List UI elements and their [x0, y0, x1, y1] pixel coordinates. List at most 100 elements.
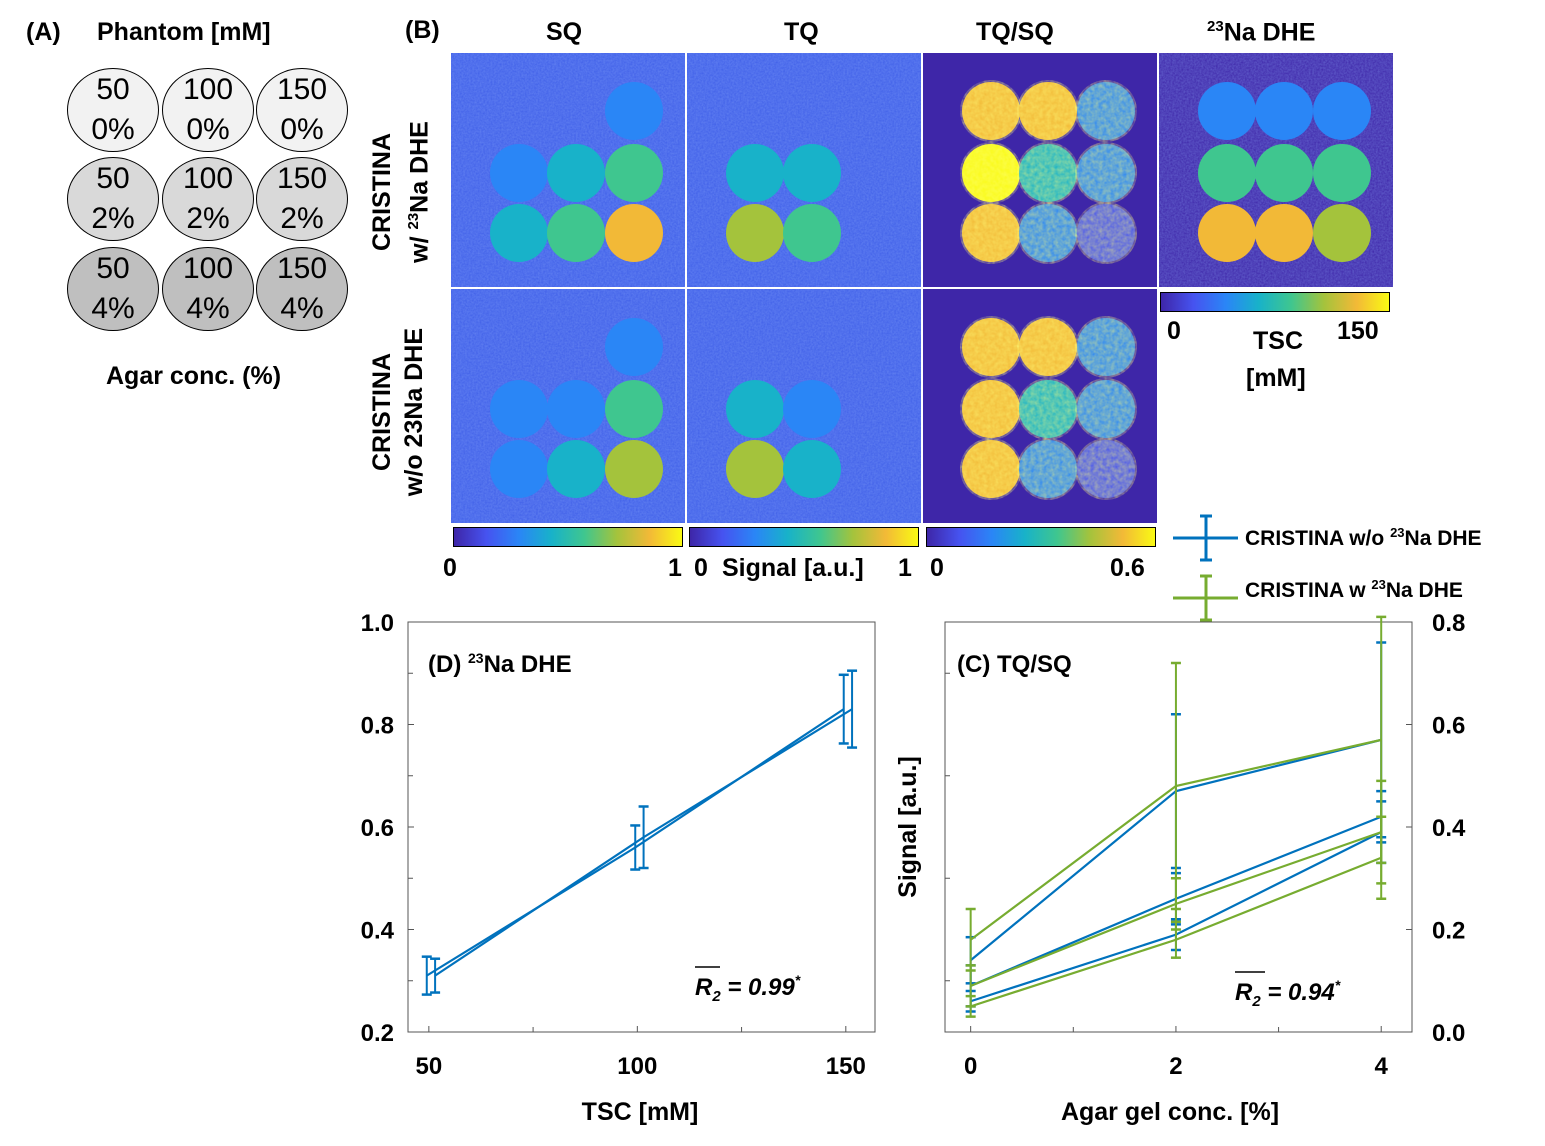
phantom-agar: 0% [91, 113, 135, 146]
data-point [421, 955, 432, 996]
cb-tsc-max: 150 [1337, 317, 1379, 345]
phantom-conc: 100 [182, 162, 234, 195]
phantom-conc: 150 [276, 162, 328, 195]
y-tick-label: 0.4 [1432, 815, 1466, 842]
chart-d-title: (D) 23Na DHE [428, 650, 572, 678]
phantom-circle: 50 0% [67, 68, 159, 152]
phantom-conc: 100 [182, 252, 234, 285]
phantom-agar: 0% [280, 113, 324, 146]
chart-c-annotation: R2 = 0.94* [1235, 977, 1341, 1010]
col-header-dhe: 23Na DHE [1207, 18, 1316, 47]
phantom-agar: 4% [186, 292, 230, 325]
y-tick-label: 1.0 [361, 610, 394, 637]
panel-b-label: (B) [405, 16, 440, 44]
cb-tsc-label: TSC [1253, 327, 1303, 355]
cb-tqsq-max: 0.6 [1110, 554, 1145, 582]
series-5 [965, 815, 1387, 1018]
phantom-circle: 100 4% [162, 247, 254, 331]
cb-tqsq-min: 0 [930, 554, 944, 582]
x-tick-label: 100 [617, 1053, 657, 1080]
col-header-tq: TQ [784, 18, 819, 46]
y-tick-label: 0.2 [1432, 918, 1465, 945]
phantom-agar: 4% [280, 292, 324, 325]
phantom-circle: 50 2% [67, 157, 159, 241]
cb-sq-min: 0 [443, 554, 457, 582]
series-1 [430, 669, 858, 994]
chart-c-ylabel: Signal [a.u.] [894, 756, 922, 898]
legend-symbol-with-dhe [1173, 574, 1238, 622]
series-0 [421, 673, 849, 996]
phantom-agar: 2% [91, 202, 135, 235]
y-tick-label: 0.4 [361, 918, 395, 945]
phantom-circle: 150 0% [256, 68, 348, 152]
data-point [638, 805, 649, 870]
x-tick-label: 2 [1169, 1053, 1182, 1080]
image-tile [451, 289, 685, 523]
phantom-circle: 50 4% [67, 247, 159, 331]
cb-tq-label: Signal [a.u.] [722, 554, 864, 582]
cb-tsc-unit: [mM] [1246, 364, 1306, 392]
x-tick-label: 50 [415, 1053, 442, 1080]
data-point [1170, 920, 1181, 959]
legend-item-without-dhe: CRISTINA w/o 23Na DHE [1245, 525, 1482, 550]
image-tile [923, 289, 1157, 523]
y-tick-label: 0.6 [361, 815, 394, 842]
chart-d-frame [407, 621, 876, 1033]
panel-a-title: Phantom [mM] [97, 18, 271, 46]
col-header-tqsq: TQ/SQ [976, 18, 1054, 46]
data-point [965, 994, 976, 1018]
legend-symbols [1173, 514, 1238, 622]
phantom-conc: 50 [96, 73, 130, 106]
phantom-circle: 150 4% [256, 247, 348, 331]
image-tile [687, 289, 921, 523]
phantom-agar: 4% [91, 292, 135, 325]
colorbar-tqsq [926, 527, 1156, 547]
data-point [847, 669, 858, 749]
legend-symbol-without-dhe [1173, 514, 1238, 562]
x-tick-label: 150 [826, 1053, 866, 1080]
row-label-without-dhe: CRISTINA w/o 23Na DHE [368, 327, 428, 497]
colorbar-tq [689, 527, 919, 547]
phantom-conc: 50 [96, 252, 130, 285]
panel-a-footer: Agar conc. (%) [106, 362, 282, 390]
image-tile [923, 53, 1157, 287]
phantom-conc: 50 [96, 162, 130, 195]
image-tile [687, 53, 921, 287]
cb-sq-max: 1 [668, 554, 682, 582]
chart-d-annotation: R2 = 0.99* [695, 972, 801, 1005]
phantom-circle: 100 0% [162, 68, 254, 152]
chart-c: 0 2 40.00.20.40.60.8 (C) TQ/SQ R2 = 0.94* … [894, 610, 1466, 1126]
data-point [430, 957, 441, 994]
data-point [630, 824, 641, 871]
series-3 [965, 615, 1387, 972]
cb-tq-max: 1 [898, 554, 912, 582]
data-point [838, 673, 849, 745]
chart-d: 50 100 150 0.2 0.4 0.6 0.8 1.0 (D) 23Na DHE R2 … [361, 610, 876, 1126]
x-tick-label: 0 [964, 1053, 977, 1080]
chart-c-frame [944, 621, 1413, 1033]
chart-c-title: (C) TQ/SQ [957, 651, 1072, 678]
phantom-agar: 0% [186, 113, 230, 146]
data-point [965, 907, 976, 972]
image-grid [451, 53, 1393, 523]
phantom-agar: 2% [280, 202, 324, 235]
chart-d-xlabel: TSC [mM] [582, 1098, 699, 1126]
image-tile [1159, 53, 1393, 287]
image-tile [451, 53, 685, 287]
cb-tq-min: 0 [694, 554, 708, 582]
y-tick-label: 0.0 [1432, 1020, 1465, 1047]
y-tick-label: 0.2 [361, 1020, 394, 1047]
phantom-conc: 150 [276, 252, 328, 285]
colorbar-tsc [1160, 292, 1390, 312]
colorbar-sq [453, 527, 683, 547]
phantom-conc: 150 [276, 73, 328, 106]
chart-c-xlabel: Agar gel conc. [%] [1061, 1098, 1279, 1126]
y-tick-label: 0.8 [361, 713, 394, 740]
legend-item-with-dhe: CRISTINA w 23Na DHE [1245, 577, 1463, 602]
phantom-circle: 150 2% [256, 157, 348, 241]
phantom-conc: 100 [182, 73, 234, 106]
x-tick-label: 4 [1375, 1053, 1389, 1080]
panel-a-label: (A) [26, 18, 61, 46]
phantom-circle: 100 2% [162, 157, 254, 241]
cb-tsc-min: 0 [1167, 317, 1181, 345]
